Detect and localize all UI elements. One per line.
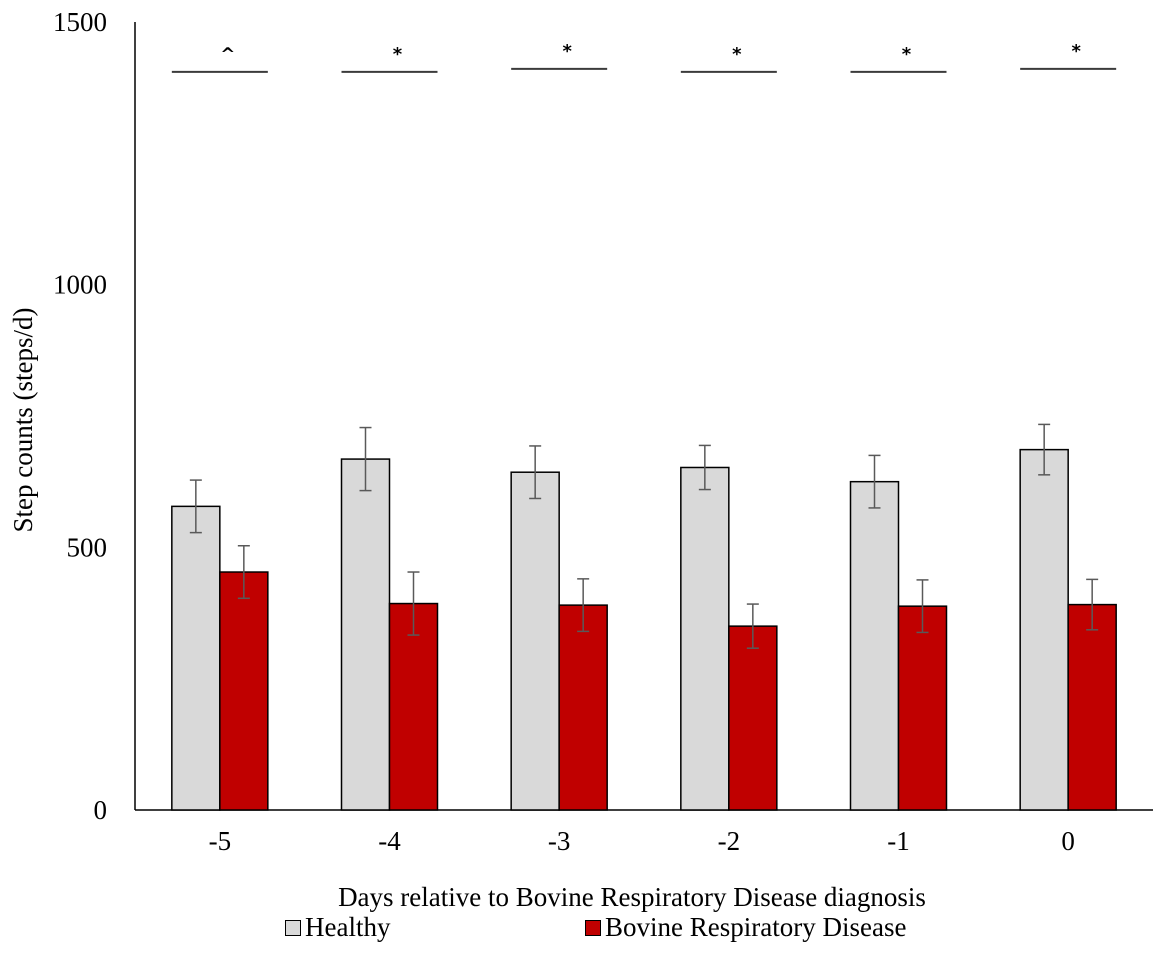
legend-item-healthy: Healthy: [285, 912, 390, 943]
bar-brd: [558, 604, 608, 811]
x-tick-label: -2: [718, 826, 741, 856]
significance-annotations: ^ * * * * *: [171, 41, 1117, 73]
error-bar: [529, 445, 542, 500]
legend-label-healthy: Healthy: [305, 912, 391, 942]
y-tick-label: 0: [94, 795, 108, 825]
significance-marker: *: [562, 41, 572, 62]
legend-swatch-healthy: [285, 919, 301, 936]
legend-swatch-brd: [585, 919, 601, 936]
error-bar: [189, 479, 202, 534]
error-bar: [916, 579, 929, 634]
legend-label-brd: Bovine Respiratory Disease: [605, 912, 907, 942]
y-tick-label: 500: [67, 532, 108, 562]
bar-brd: [219, 571, 269, 811]
error-bar: [868, 454, 881, 509]
error-bar: [237, 545, 250, 600]
significance-marker: *: [732, 44, 742, 65]
y-axis-title: Step counts (steps/d): [8, 308, 38, 533]
bar-healthy: [1019, 448, 1069, 811]
bar-healthy: [849, 480, 900, 811]
x-axis: -5 -4 -3 -2 -1 0: [135, 809, 1153, 856]
significance-marker: ^: [220, 44, 235, 65]
significance-marker: *: [1071, 41, 1081, 62]
error-bar: [577, 578, 590, 633]
bar-healthy: [510, 471, 560, 811]
error-bar: [698, 444, 711, 491]
bar-brd: [728, 625, 778, 811]
x-tick-label: -1: [887, 826, 910, 856]
bar-healthy: [340, 458, 391, 811]
bar-healthy: [171, 505, 221, 811]
bar-brd: [388, 602, 439, 811]
error-bars: [189, 423, 1099, 649]
x-tick-label: -5: [209, 826, 232, 856]
x-axis-title: Days relative to Bovine Respiratory Dise…: [338, 882, 926, 912]
x-tick-label: 0: [1061, 826, 1075, 856]
y-axis: 0 500 1000 1500: [53, 7, 136, 825]
error-bar: [407, 571, 420, 636]
x-tick-label: -3: [548, 826, 571, 856]
significance-marker: *: [393, 44, 403, 65]
bar-healthy: [680, 466, 730, 811]
bars: [171, 448, 1117, 811]
x-tick-label: -4: [378, 826, 401, 856]
bar-brd: [1067, 603, 1117, 811]
bar-brd: [897, 605, 948, 811]
legend-item-brd: Bovine Respiratory Disease: [585, 912, 906, 943]
error-bar: [1038, 423, 1051, 476]
error-bar: [746, 603, 759, 649]
y-tick-label: 1500: [53, 7, 107, 37]
y-tick-label: 1000: [53, 270, 107, 300]
legend: Healthy Bovine Respiratory Disease: [0, 912, 1155, 952]
significance-marker: *: [902, 44, 912, 65]
error-bar: [1086, 578, 1099, 631]
error-bar: [359, 426, 372, 492]
